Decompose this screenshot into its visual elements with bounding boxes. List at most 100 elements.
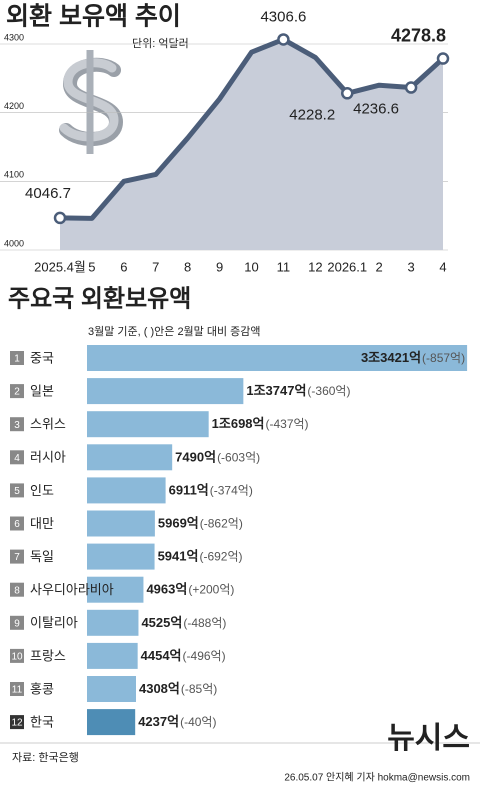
value-text: 5969억 xyxy=(158,516,199,531)
bar xyxy=(87,642,138,669)
value-text: 4308억 xyxy=(139,681,180,696)
value-label: 4308억(-85억) xyxy=(139,681,217,696)
y-tick-label: 4300 xyxy=(4,32,24,42)
change-text: (-862억) xyxy=(200,517,243,531)
rank-box xyxy=(10,516,24,531)
x-tick-label: 2026.1 xyxy=(327,259,367,274)
data-label: 4278.8 xyxy=(391,25,446,45)
chart-title: 주요국 외환보유액 xyxy=(8,285,191,312)
logo: 뉴시스 xyxy=(387,722,470,755)
bar xyxy=(87,378,244,405)
change-text: (+200억) xyxy=(188,583,234,597)
change-text: (-437억) xyxy=(266,417,309,431)
rank: 4 xyxy=(14,453,20,464)
rank-box xyxy=(10,715,24,730)
rank: 8 xyxy=(14,585,20,596)
x-tick-label: 4 xyxy=(439,259,446,274)
value-label: 7490억(-603억) xyxy=(175,450,260,465)
bar xyxy=(87,676,136,702)
x-tick-label: 6 xyxy=(120,259,127,274)
x-tick-label: 2025.4월 xyxy=(34,259,86,274)
value-label: 3조3421억(-857억) xyxy=(361,350,465,365)
rank: 12 xyxy=(11,718,23,729)
bar xyxy=(87,609,139,636)
change-text: (-360억) xyxy=(307,384,350,398)
change-text: (-496억) xyxy=(183,649,226,663)
value-label: 5969억(-862억) xyxy=(158,516,243,531)
bar xyxy=(87,510,155,537)
marker xyxy=(404,81,418,94)
bar xyxy=(87,543,155,570)
rank: 5 xyxy=(14,486,20,497)
bar xyxy=(87,709,136,736)
value-text: 6911억 xyxy=(169,483,209,498)
x-tick-label: 3 xyxy=(407,259,414,274)
change-text: (-374억) xyxy=(210,484,253,498)
value-text: 5941억 xyxy=(158,549,199,564)
area xyxy=(60,39,443,250)
dollar-icon xyxy=(59,50,124,154)
x-tick-label: 10 xyxy=(244,259,258,274)
change-text: (-488억) xyxy=(183,616,226,630)
value-text: 1조3747억 xyxy=(246,384,306,399)
chart-subtitle: 3월말 기준, ( )안은 2월말 대비 증감액 xyxy=(88,325,261,338)
bar xyxy=(87,477,166,504)
value-label: 4963억(+200억) xyxy=(146,582,234,597)
change-text: (-85억) xyxy=(181,682,217,696)
rank-box xyxy=(10,682,24,696)
category-label: 홍콩 xyxy=(30,681,54,696)
rank-box xyxy=(10,351,24,365)
bar xyxy=(87,411,209,438)
rank-box xyxy=(10,384,24,399)
category-label: 사우디아라비아 xyxy=(30,582,114,597)
y-tick-label: 4100 xyxy=(4,170,24,180)
value-text: 4237억 xyxy=(138,715,179,730)
value-label: 5941억(-692억) xyxy=(158,549,243,564)
value-label: 6911억(-374억) xyxy=(169,483,253,498)
x-tick-label: 11 xyxy=(277,259,291,274)
value-label: 4237억(-40억) xyxy=(138,715,216,730)
rank-box xyxy=(10,483,24,498)
bar xyxy=(87,444,173,471)
unit-label: 단위: 억달러 xyxy=(132,37,189,50)
bar xyxy=(87,576,144,603)
data-label: 4236.6 xyxy=(353,101,399,118)
change-text: (-40억) xyxy=(180,715,216,729)
credit: 26.05.07 안지혜 기자 hokma@newsis.com xyxy=(284,772,470,784)
value-text: 4525억 xyxy=(141,615,182,630)
value-label: 1조3747억(-360억) xyxy=(246,384,350,399)
rank-box xyxy=(10,648,24,663)
category-label: 대만 xyxy=(30,516,54,531)
rank: 9 xyxy=(14,618,20,629)
rank-box xyxy=(10,615,24,630)
rank-box xyxy=(10,549,24,564)
x-tick-label: 7 xyxy=(152,259,159,274)
x-tick-label: 8 xyxy=(184,259,191,274)
marker xyxy=(341,87,354,100)
category-label: 인도 xyxy=(30,483,54,498)
category-label: 이탈리아 xyxy=(30,615,78,630)
value-text: 3조3421억 xyxy=(361,350,421,365)
rank: 1 xyxy=(14,354,20,365)
data-label: 4228.2 xyxy=(289,106,335,123)
category-label: 한국 xyxy=(30,715,54,730)
rank: 7 xyxy=(14,552,20,563)
rank: 2 xyxy=(14,387,20,398)
line xyxy=(59,36,445,221)
x-tick-label: 9 xyxy=(216,259,223,274)
x-tick-label: 5 xyxy=(88,259,95,274)
bar xyxy=(87,345,468,371)
rank-box xyxy=(10,582,24,597)
rank: 6 xyxy=(14,519,20,530)
change-text: (-692억) xyxy=(199,550,242,564)
data-label: 4046.7 xyxy=(25,185,71,202)
change-text: (-603억) xyxy=(217,450,260,464)
value-label: 1조698억(-437억) xyxy=(212,417,309,432)
marker xyxy=(277,33,290,46)
x-tick-label: 12 xyxy=(308,259,322,274)
rank-box xyxy=(10,417,24,432)
category-label: 러시아 xyxy=(30,450,66,465)
category-label: 프랑스 xyxy=(30,648,66,663)
category-label: 독일 xyxy=(30,549,54,564)
